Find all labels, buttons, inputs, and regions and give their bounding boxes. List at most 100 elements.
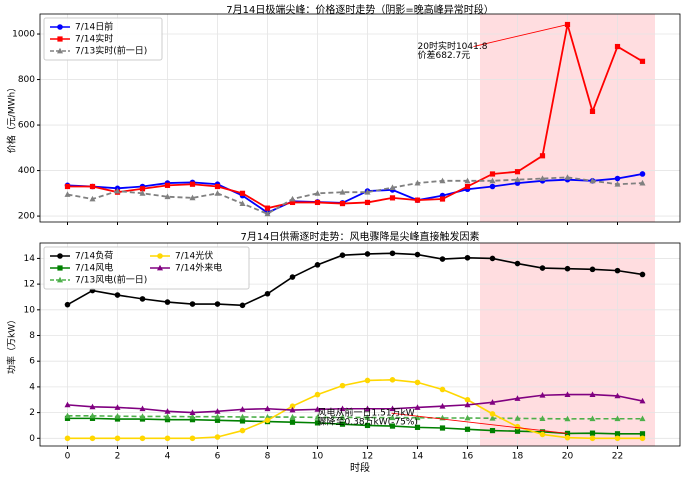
annotation-text: 风电从前一日1.51万kW (318, 407, 415, 419)
point (539, 175, 546, 181)
x-tick-label: 4 (165, 452, 171, 462)
series-line (67, 24, 643, 210)
plot-frame (39, 13, 681, 223)
point (539, 415, 546, 422)
point (114, 412, 121, 419)
point (289, 199, 296, 206)
point (489, 415, 496, 421)
x-tick-label: 2 (115, 452, 121, 462)
point (214, 301, 221, 307)
point (114, 416, 121, 422)
plot-frame (39, 242, 681, 447)
point (589, 430, 596, 436)
point (164, 435, 171, 442)
legend-marker (57, 36, 63, 42)
point (189, 301, 196, 307)
x-tick-label: 10 (312, 452, 324, 462)
y-tick-label: 10 (24, 305, 36, 315)
point (414, 179, 421, 186)
point (314, 406, 321, 412)
point (339, 414, 346, 420)
point (314, 391, 321, 398)
chart-title: 7月14日极端尖峰：价格逐时走势（阴影=晚高峰异常时段） (226, 3, 493, 16)
legend-marker (157, 264, 163, 271)
point (264, 290, 271, 297)
point (589, 266, 596, 273)
point (489, 399, 496, 405)
y-tick-label: 0 (29, 434, 35, 444)
legend-marker (57, 47, 63, 54)
point (264, 205, 271, 211)
point (589, 177, 596, 184)
point (389, 405, 396, 412)
point (239, 413, 246, 420)
legend-label: 7/14外来电 (175, 262, 222, 274)
point (464, 414, 471, 421)
point (339, 188, 346, 195)
point (464, 183, 471, 190)
point (89, 195, 96, 202)
legend-label: 7/14实时 (75, 33, 113, 45)
point (314, 262, 321, 268)
point (639, 271, 646, 278)
point (639, 58, 646, 64)
y-axis-label: 功率（万kW） (6, 315, 18, 374)
annotation-arrow (391, 412, 568, 434)
point (114, 435, 121, 442)
x-tick-label: 16 (462, 452, 474, 462)
point (539, 392, 546, 398)
point (389, 250, 396, 257)
point (364, 251, 371, 257)
point (114, 292, 121, 298)
point (564, 391, 571, 398)
point (639, 435, 646, 442)
annotation-text: 20时实时1041.8 (418, 40, 488, 52)
point (89, 415, 96, 421)
y-tick-label: 400 (18, 166, 35, 176)
point (514, 169, 521, 175)
point (514, 415, 521, 421)
point (264, 405, 271, 412)
point (64, 412, 71, 419)
point (314, 420, 321, 426)
series-line (67, 393, 643, 414)
point (539, 265, 546, 271)
series-line (67, 379, 643, 440)
point (389, 195, 396, 201)
point (164, 408, 171, 414)
point (464, 426, 471, 432)
annotation-text: 价差682.7元 (418, 49, 471, 61)
x-tick-label: 6 (215, 452, 221, 462)
point (414, 404, 421, 410)
point (164, 413, 171, 419)
point (289, 403, 296, 409)
point (389, 423, 396, 429)
point (139, 296, 146, 302)
point (189, 435, 196, 442)
y-tick-label: 600 (18, 121, 35, 131)
series-line (67, 173, 643, 214)
point (339, 405, 346, 412)
point (389, 414, 396, 421)
point (89, 183, 96, 190)
point (289, 413, 296, 420)
y-tick-label: 2 (29, 408, 35, 418)
point (189, 417, 196, 423)
point (364, 422, 371, 429)
point (214, 408, 221, 414)
point (489, 255, 496, 262)
legend-label: 7/13风电(前一日) (75, 274, 147, 286)
point (164, 182, 171, 188)
point (139, 413, 146, 419)
point (239, 190, 246, 196)
point (639, 397, 646, 404)
point (364, 188, 371, 195)
point (614, 43, 621, 50)
legend-marker (57, 276, 63, 283)
point (614, 181, 621, 187)
point (589, 391, 596, 398)
series-line (67, 417, 643, 435)
point (239, 418, 246, 424)
x-tick-label: 14 (412, 452, 424, 462)
